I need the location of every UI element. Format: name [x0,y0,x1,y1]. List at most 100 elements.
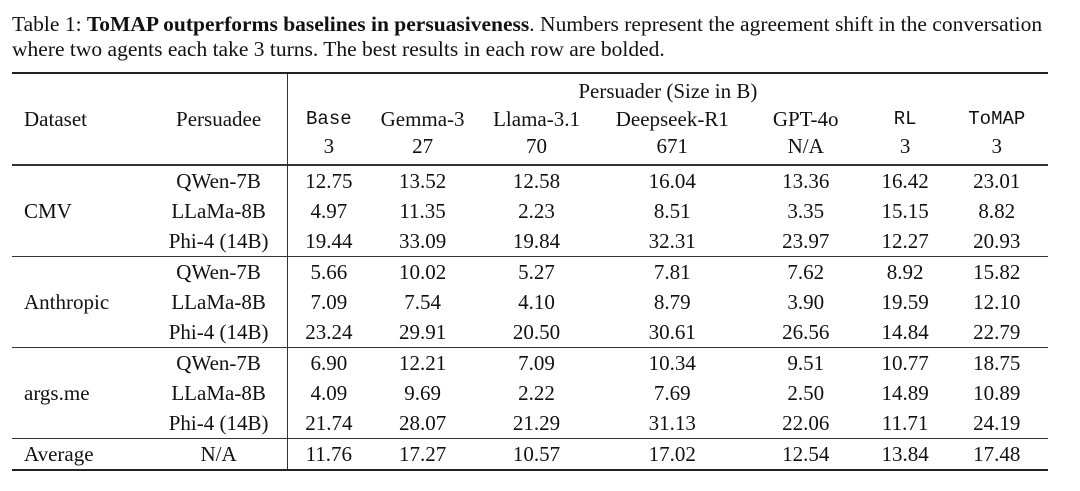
table-cell: 24.19 [973,410,1021,435]
model-header: Deepseek-R1 [615,106,729,131]
model-size: N/A [787,134,824,158]
model-header: Llama-3.1 [493,106,580,131]
dataset-label: CMV [24,198,72,223]
table-cell: 13.36 [782,168,830,193]
table-cell: 32.31 [648,228,696,253]
table-cell: 13.52 [398,168,447,193]
table-cell: 11.35 [399,198,446,223]
average-persuadee: N/A [150,438,288,470]
persuadee-label: LLaMa-8B [150,287,288,317]
persuadee-label: LLaMa-8B [150,378,288,408]
table-cell: 14.89 [881,380,929,405]
table-cell: 2.22 [518,380,555,405]
table-cell: 22.06 [782,410,830,435]
model-size: 3 [991,134,1003,158]
table-cell: 8.92 [864,256,946,287]
table-cell: 15.15 [881,198,929,223]
table-cell: 21.74 [305,410,353,435]
average-cell: 13.84 [864,438,946,470]
table-cell: 3.90 [787,289,825,314]
table-cell: 7.09 [475,347,598,378]
model-size: 671 [656,134,689,158]
table-cell: 6.90 [287,347,370,378]
persuadee-label: QWen-7B [150,256,288,287]
table-cell: 9.51 [746,347,865,378]
persuadee-label: LLaMa-8B [150,196,288,226]
average-cell: 17.27 [369,438,476,470]
results-table: Persuader (Size in B) Dataset Persuadee … [12,72,1048,472]
table-cell: 23.01 [973,168,1021,193]
average-cell: 17.02 [597,438,747,470]
table-caption: Table 1: ToMAP outperforms baselines in … [12,12,1062,62]
table-cell: 8.82 [978,198,1016,223]
table-cell: 12.21 [369,347,476,378]
table-cell: 4.97 [310,198,348,223]
average-cell: 12.54 [746,438,865,470]
table-cell: 3.35 [787,198,825,223]
table-cell: 23.24 [305,319,353,344]
average-cell: 17.48 [945,438,1048,470]
table-cell: 5.66 [287,256,370,287]
table-cell: 16.42 [881,168,929,193]
table-cell: 29.91 [398,319,447,344]
table-cell: 31.13 [648,410,696,435]
table-cell: 20.50 [512,319,561,344]
table-cell: 12.27 [881,228,929,253]
persuadee-label: Phi-4 (14B) [150,408,288,439]
table-cell: 12.10 [973,289,1021,314]
table-cell: 22.79 [973,319,1021,344]
table-cell: 28.07 [398,410,447,435]
table-cell: 11.71 [881,410,929,435]
table-cell: 2.23 [518,198,555,223]
table-cell: 33.09 [398,228,447,253]
table-cell: 26.56 [782,319,830,344]
persuadee-label: Phi-4 (14B) [150,317,288,348]
model-header: GPT-4o [772,106,839,131]
model-header: Base [306,108,352,130]
table-cell: 15.82 [945,256,1048,287]
caption-label: Table 1: [12,12,82,36]
caption-bold-title: ToMAP outperforms baselines in persuasiv… [86,12,530,36]
model-size: 3 [899,134,911,158]
average-cell: 10.57 [475,438,598,470]
persuadee-header: Persuadee [150,104,288,134]
table-cell: 10.02 [369,256,476,287]
persuadee-label: Phi-4 (14B) [150,226,288,257]
table-cell: 18.75 [945,347,1048,378]
table-cell: 12.75 [305,168,353,193]
table-cell: 7.62 [746,256,865,287]
table-cell: 30.61 [648,319,696,344]
table-cell: 10.77 [864,347,946,378]
persuadee-label: QWen-7B [150,347,288,378]
table-cell: 9.69 [404,380,441,405]
table-cell: 8.79 [653,289,691,314]
model-size: 70 [526,134,548,158]
table-cell: 7.81 [597,256,747,287]
table-cell: 19.44 [305,228,353,253]
persuadee-label: QWen-7B [150,165,288,196]
table-cell: 7.69 [653,380,691,405]
table-cell: 4.10 [518,289,555,314]
table-cell: 20.93 [973,228,1021,253]
dataset-label: Anthropic [12,256,151,348]
table-cell: 10.89 [973,380,1021,405]
dataset-header: Dataset [24,106,87,131]
model-size: 27 [412,134,434,158]
table-cell: 5.27 [475,256,598,287]
table-cell: 8.51 [653,198,691,223]
persuader-group-header: Persuader (Size in B) [578,79,758,103]
model-header: RL [893,108,917,130]
model-header: Gemma-3 [380,106,465,131]
caption-text: . Numbers represent the agreement shift … [12,12,1043,61]
dataset-label: args.me [12,347,151,439]
model-header: ToMAP [968,108,1026,130]
table-cell: 7.09 [310,289,348,314]
model-size: 3 [323,134,335,158]
table-cell: 16.04 [648,168,696,193]
table-cell: 19.84 [512,228,561,253]
table-cell: 21.29 [512,410,561,435]
table-cell: 14.84 [881,319,929,344]
table-cell: 7.54 [404,289,441,314]
table-cell: 4.09 [310,380,348,405]
